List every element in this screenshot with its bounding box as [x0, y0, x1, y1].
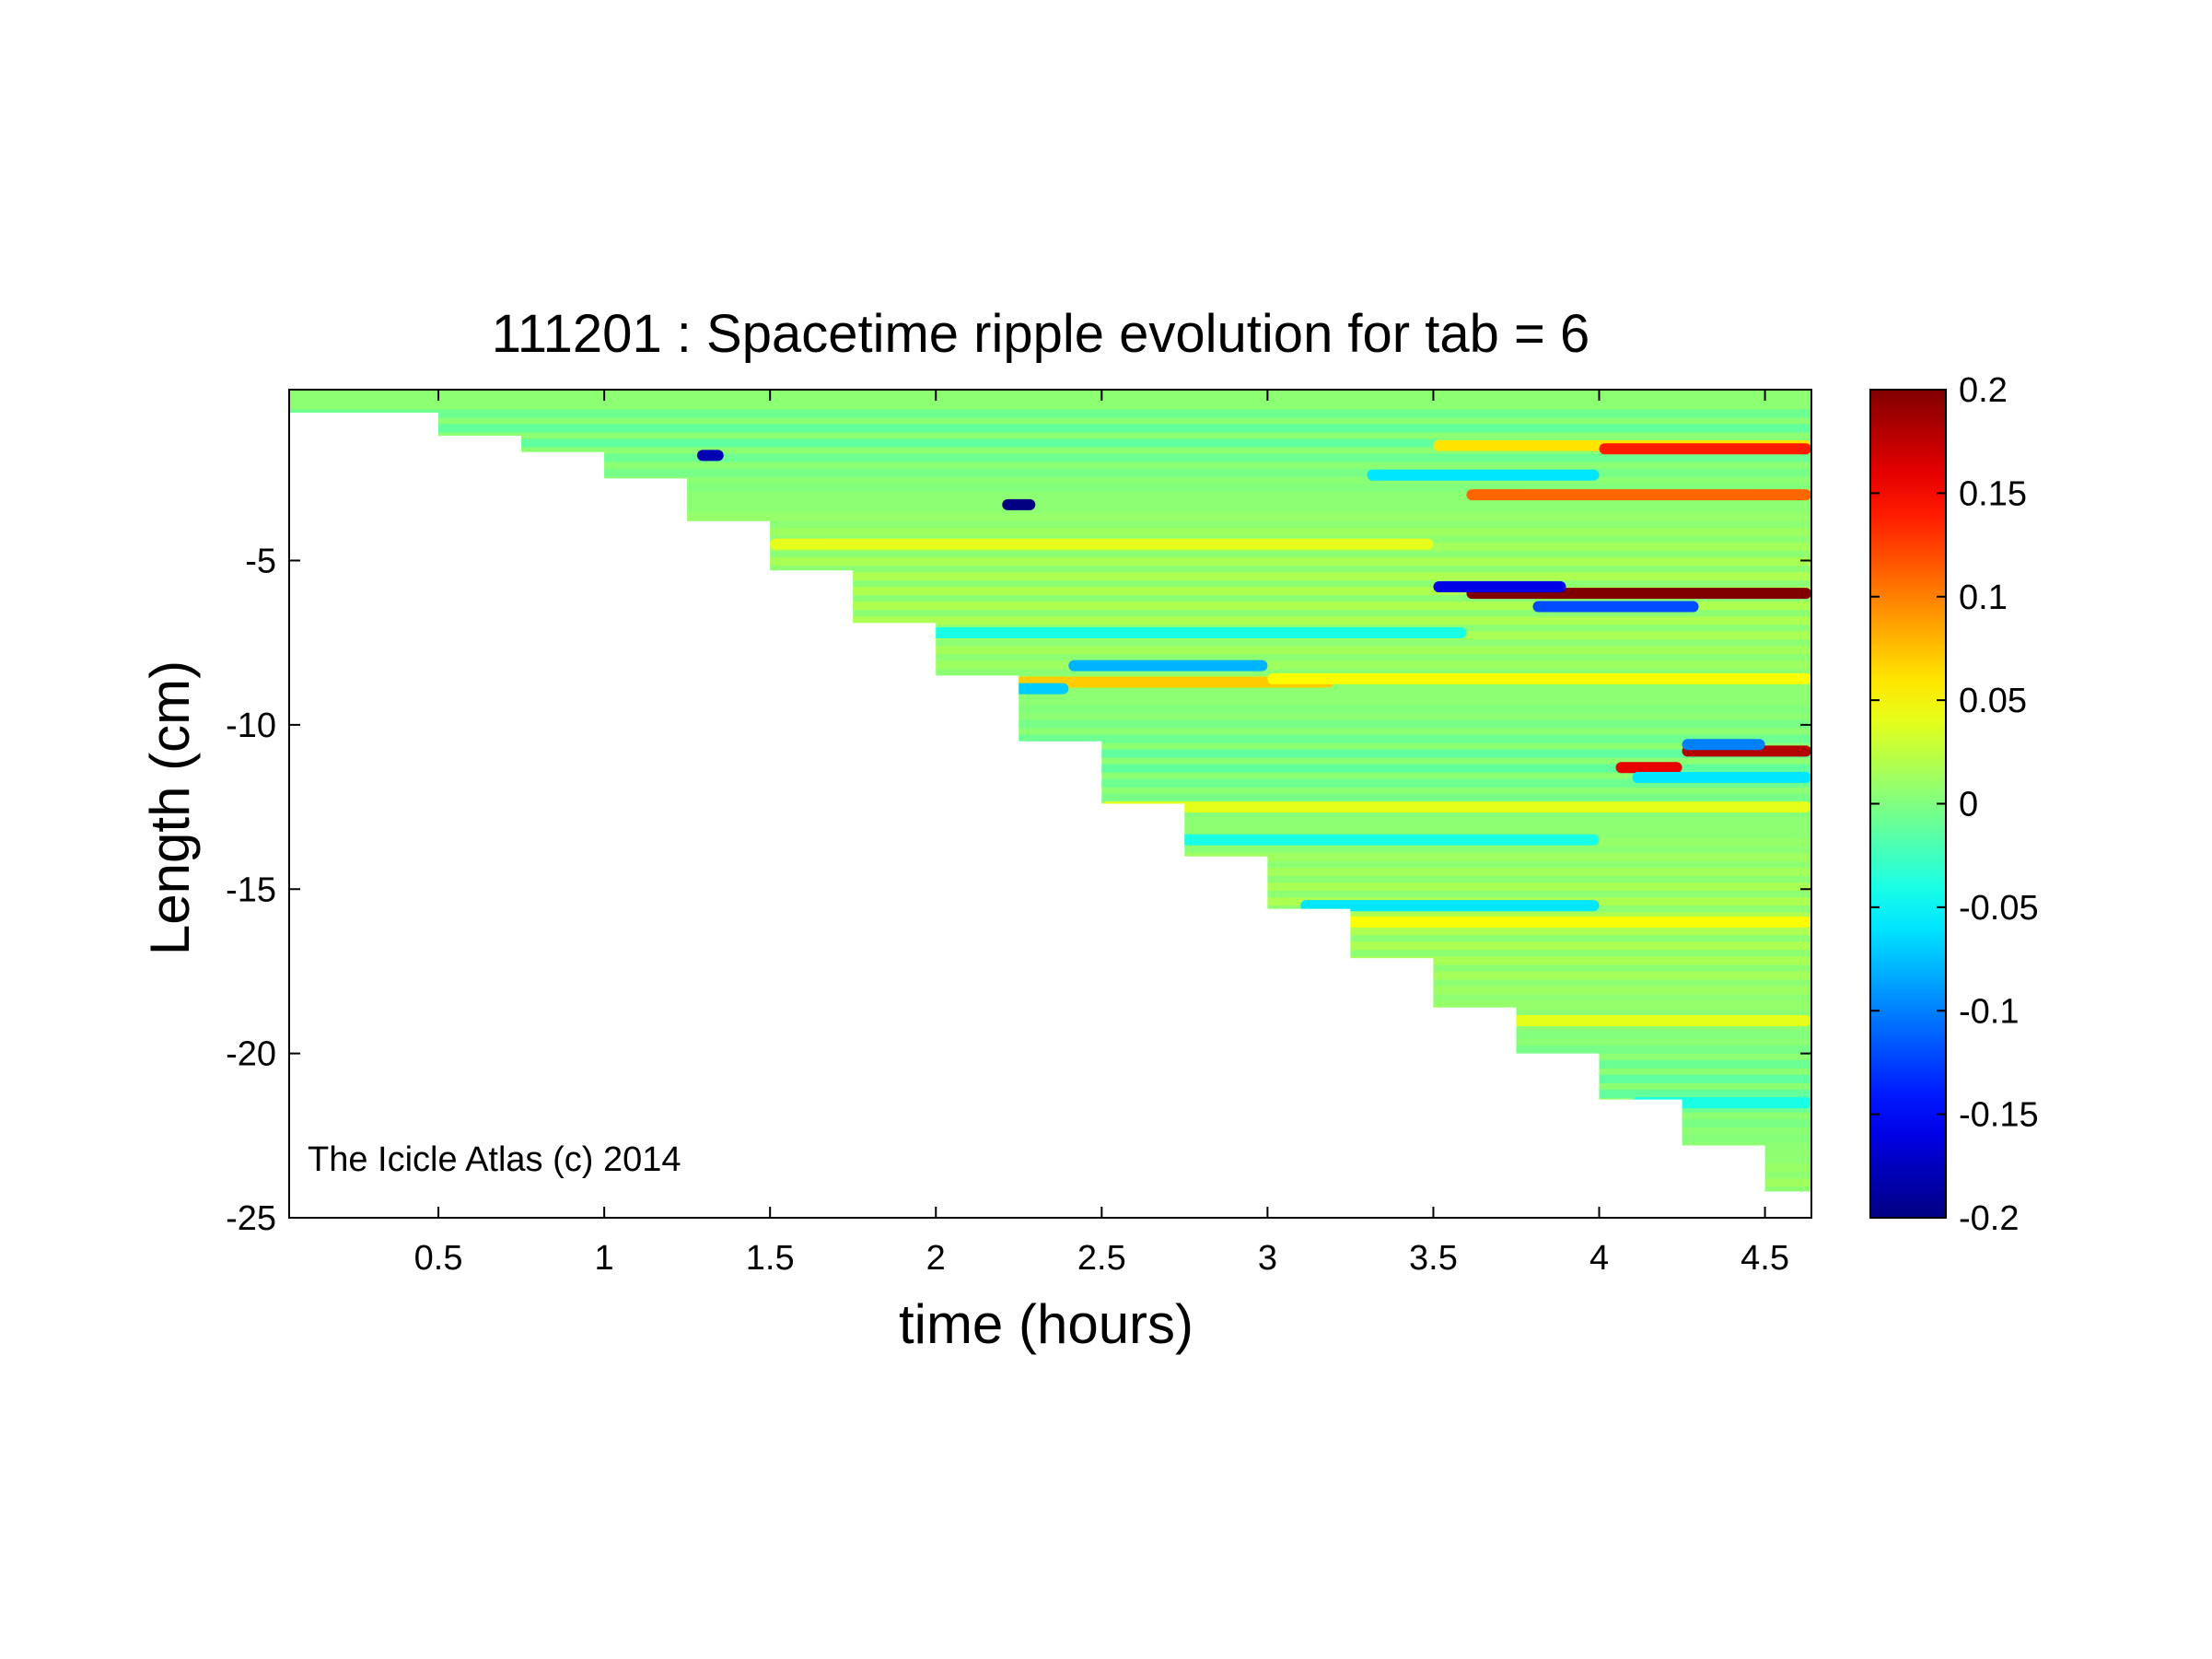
heatmap-stripe — [289, 660, 1811, 670]
heatmap-band — [1466, 489, 1811, 501]
x-tick-label: 3.5 — [1409, 1239, 1458, 1278]
heatmap-band — [1300, 900, 1600, 912]
heatmap-stripe — [289, 468, 1811, 477]
heatmap-stripe — [289, 602, 1811, 611]
x-tick-label: 4 — [1589, 1239, 1609, 1278]
annotation-copyright: The Icicle Atlas (c) 2014 — [308, 1140, 681, 1179]
heatmap-band — [1632, 771, 1811, 783]
x-axis-label: time (hours) — [899, 1293, 1193, 1355]
colorbar-tick-label: 0 — [1959, 786, 1978, 824]
heatmap-stripe — [289, 705, 1811, 714]
colorbar-tick-label: -0.2 — [1959, 1199, 2019, 1238]
y-tick-label: -20 — [226, 1035, 276, 1074]
heatmap-band — [1367, 469, 1600, 481]
heatmap-band — [869, 626, 1467, 638]
y-tick-label: -10 — [226, 707, 276, 745]
y-axis-label: Length (cm) — [139, 660, 201, 955]
x-tick-label: 1.5 — [746, 1239, 795, 1278]
heatmap-band — [1101, 801, 1811, 813]
y-tick-label: -25 — [226, 1199, 276, 1238]
colorbar-tick-label: -0.15 — [1959, 1096, 2039, 1135]
heatmap-band — [1267, 672, 1811, 684]
heatmap-band — [1615, 762, 1682, 774]
heatmap-band — [1002, 498, 1036, 510]
heatmap-band — [770, 538, 1434, 550]
heatmap-stripe — [289, 438, 1811, 448]
heatmap-band — [1466, 1014, 1811, 1026]
colorbar-tick-label: 0.05 — [1959, 682, 2027, 720]
heatmap-band — [1433, 581, 1566, 593]
heatmap-stripe — [289, 512, 1811, 521]
x-tick-label: 0.5 — [414, 1239, 463, 1278]
heatmap-band — [1135, 834, 1600, 846]
axes: 0.5 1 1.5 2 2.5 3 3.5 4 4.5 -5 -10 -15 -20 -25 — [226, 389, 1812, 1278]
heatmap-stripe — [289, 690, 1811, 699]
heatmap-band — [1068, 660, 1268, 672]
x-tick-label: 4.5 — [1740, 1239, 1789, 1278]
heatmap-band — [1682, 739, 1765, 751]
heatmap-stripe — [289, 734, 1811, 743]
heatmap-stripe — [289, 646, 1811, 655]
heatmap-band — [1300, 916, 1811, 928]
heatmap-stripe — [289, 483, 1811, 492]
heatmap-stripe — [289, 497, 1811, 507]
colorbar-tick-label: 0.15 — [1959, 474, 2027, 513]
colorbar-tick-label: 0.1 — [1959, 578, 2008, 617]
heatmap-stripe — [289, 587, 1811, 596]
heatmap-stripe — [289, 616, 1811, 625]
heatmap-band — [1599, 443, 1811, 455]
heatmap-stripe — [289, 527, 1811, 536]
heatmap-stripe — [289, 571, 1811, 580]
colorbar: 0.2 0.15 0.1 0.05 0 -0.05 -0.1 -0.15 -0.2 — [1869, 371, 2039, 1238]
x-tick-label: 2.5 — [1077, 1239, 1126, 1278]
heatmap-stripe — [289, 556, 1811, 566]
heatmap-stripe — [289, 424, 1811, 433]
plot-frame — [288, 389, 1812, 1219]
chart-title: 111201 : Spacetime ripple evolution for … — [492, 304, 1589, 364]
heatmap-band — [696, 450, 724, 461]
heatmap-stripe — [289, 409, 1811, 418]
colorbar-tick-label: 0.2 — [1959, 371, 2008, 410]
y-tick-label: -15 — [226, 870, 276, 909]
x-tick-label: 1 — [595, 1239, 614, 1278]
x-tick-label: 3 — [1258, 1239, 1277, 1278]
colorbar-gradient — [1869, 389, 1947, 1219]
x-tick-label: 2 — [926, 1239, 946, 1278]
colorbar-tick-label: -0.1 — [1959, 992, 2019, 1031]
heatmap-stripe — [289, 453, 1811, 462]
y-tick-label: -5 — [245, 543, 276, 581]
heatmap-band — [1532, 601, 1699, 613]
heatmap-stripe — [289, 719, 1811, 729]
colorbar-tick-label: -0.05 — [1959, 889, 2039, 928]
